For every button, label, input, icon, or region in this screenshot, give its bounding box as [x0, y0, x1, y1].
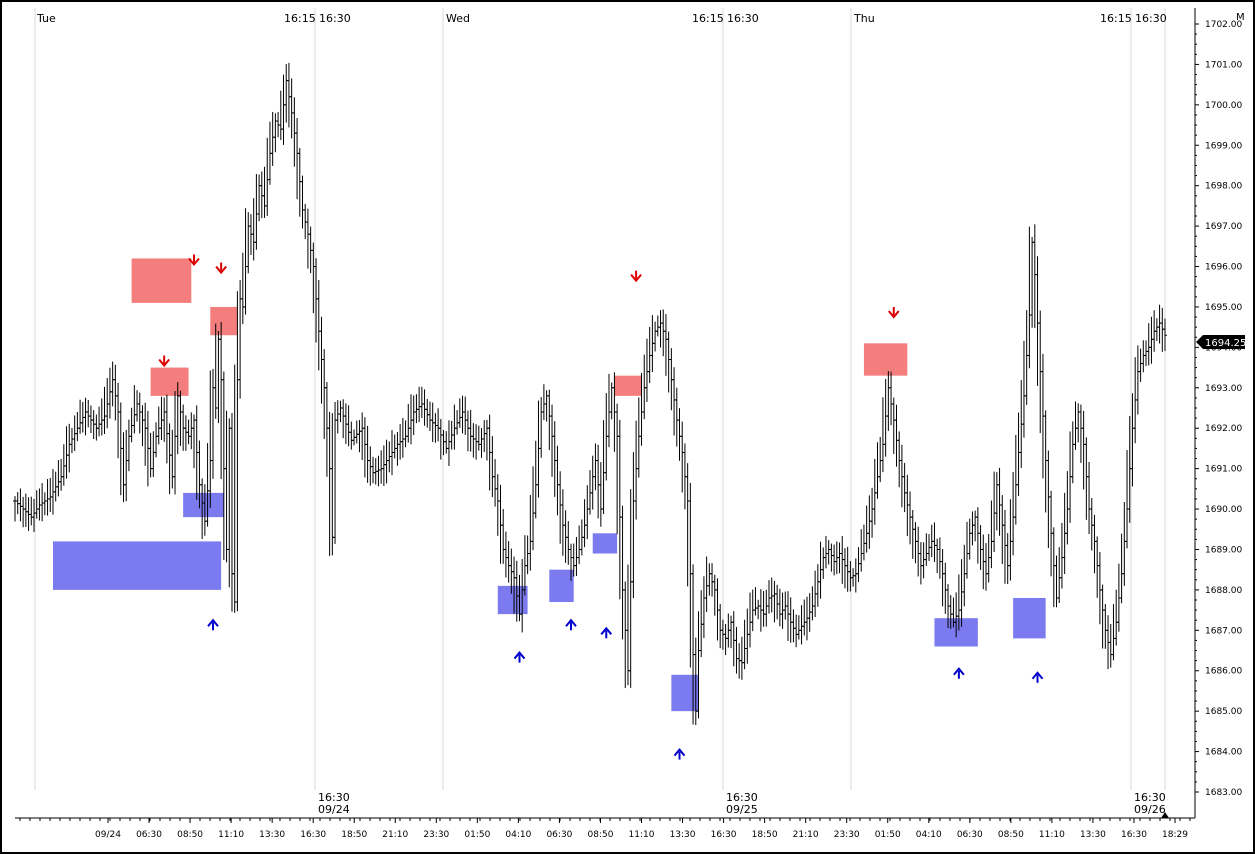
top-labels: Tue Wed Thu 16:15 16:30 16:15 16:30 16:1…	[36, 12, 1167, 25]
up-arrow-icon	[1031, 671, 1044, 683]
scroll-marker-icon[interactable]	[1161, 812, 1169, 818]
corner-label[interactable]: M	[1236, 12, 1245, 23]
y-tick-label: 1687.00	[1205, 626, 1242, 636]
x-tick-label: 08:50	[998, 830, 1024, 840]
y-tick-label: 1683.00	[1205, 788, 1242, 798]
x-tick-label: 18:50	[752, 830, 778, 840]
down-arrow-icon	[188, 254, 200, 267]
up-arrow-icon	[513, 651, 526, 663]
zone-layer	[52, 258, 1046, 712]
resistance-zone	[863, 343, 908, 376]
x-tick-label: 11:10	[218, 830, 244, 840]
day-label-wed: Wed	[446, 12, 470, 25]
x-tick-label: 23:30	[423, 830, 449, 840]
y-tick-label: 1697.00	[1205, 222, 1242, 232]
y-tick-label: 1695.00	[1205, 303, 1242, 313]
y-tick-label: 1686.00	[1205, 667, 1242, 677]
x-tick-label: 08:50	[177, 830, 203, 840]
support-zone	[1013, 597, 1046, 639]
session-gridlines	[34, 8, 1166, 790]
x-tick-label: 04:10	[916, 830, 942, 840]
x-tick-label: 16:30	[1121, 830, 1147, 840]
support-zone	[592, 533, 618, 554]
current-price-tag: 1694.25	[1196, 335, 1246, 349]
current-price-value: 1694.25	[1205, 338, 1246, 349]
up-arrow-icon	[673, 748, 686, 760]
time-axis[interactable]: 09/24 06:30 08:50 11:10 13:30 16:30 18:50 21:10…	[15, 817, 1195, 840]
support-zone	[52, 541, 222, 590]
y-tick-label: 1690.00	[1205, 505, 1242, 515]
x-tick-label: 08:50	[587, 830, 613, 840]
y-tick-label: 1696.00	[1205, 263, 1242, 273]
session-mark-time: 16:30	[726, 791, 758, 804]
y-tick-label: 1701.00	[1205, 60, 1242, 70]
day-label-thu: Thu	[853, 12, 875, 25]
up-arrow-icon	[207, 618, 219, 631]
session-start-label: 16:30	[1135, 12, 1167, 25]
session-start-label: 16:30	[727, 12, 759, 25]
resistance-zone	[131, 258, 192, 303]
down-arrow-icon	[630, 270, 642, 283]
x-tick-label: 13:30	[670, 830, 696, 840]
session-start-label: 16:30	[319, 12, 351, 25]
resistance-zone	[614, 375, 642, 396]
x-tick-label: 04:10	[505, 830, 531, 840]
down-arrow-icon	[158, 355, 170, 368]
session-mark-date: 09/24	[318, 803, 350, 816]
support-zone	[549, 569, 574, 603]
price-bar	[1163, 318, 1167, 351]
session-end-label: 16:15	[284, 12, 316, 25]
y-tick-label: 1691.00	[1205, 465, 1242, 475]
resistance-zone	[150, 367, 189, 396]
x-tick-label: 09/24	[95, 830, 121, 840]
x-tick-label: 01:50	[875, 830, 901, 840]
y-tick-label: 1689.00	[1205, 545, 1242, 555]
x-tick-label: 13:30	[1080, 830, 1106, 840]
y-tick-label: 1685.00	[1205, 707, 1242, 717]
down-arrow-icon	[215, 262, 227, 275]
x-tick-label: 16:30	[300, 830, 326, 840]
session-end-label: 16:15	[692, 12, 724, 25]
up-arrow-icon	[953, 667, 965, 679]
price-bars-layer	[13, 62, 1167, 726]
y-tick-label: 1684.00	[1205, 748, 1242, 758]
x-tick-label: 06:30	[957, 830, 983, 840]
y-tick-label: 1698.00	[1205, 182, 1242, 192]
x-tick-label: 11:10	[629, 830, 655, 840]
day-label-tue: Tue	[36, 12, 56, 25]
session-mark-time: 16:30	[318, 791, 350, 804]
x-tick-label: 01:50	[464, 830, 490, 840]
x-tick-label: 23:30	[834, 830, 860, 840]
x-tick-label: 16:30	[711, 830, 737, 840]
up-arrow-icon	[565, 618, 577, 631]
y-tick-label: 1700.00	[1205, 101, 1242, 111]
support-zone	[183, 492, 224, 518]
x-tick-label: 06:30	[136, 830, 162, 840]
resistance-zone	[210, 306, 238, 336]
y-tick-label: 1693.00	[1205, 384, 1242, 394]
down-arrow-icon	[888, 307, 900, 319]
signal-layer	[158, 254, 1044, 760]
session-mark-date: 09/26	[1134, 803, 1166, 816]
y-tick-label: 1688.00	[1205, 586, 1242, 596]
session-mark-time: 16:30	[1134, 791, 1166, 804]
x-tick-label: 18:29	[1162, 830, 1188, 840]
x-tick-label: 18:50	[341, 830, 367, 840]
x-tick-label: 13:30	[259, 830, 285, 840]
y-tick-label: 1692.00	[1205, 424, 1242, 434]
y-tick-label: 1702.00	[1205, 20, 1242, 30]
x-tick-label: 11:10	[1039, 830, 1065, 840]
x-tick-label: 06:30	[546, 830, 572, 840]
x-tick-label: 21:10	[793, 830, 819, 840]
session-end-label: 16:15	[1100, 12, 1132, 25]
session-mark-date: 09/25	[726, 803, 758, 816]
y-tick-label: 1699.00	[1205, 141, 1242, 151]
x-tick-label: 21:10	[382, 830, 408, 840]
up-arrow-icon	[600, 626, 613, 639]
support-zone	[671, 674, 699, 712]
session-date-labels: 16:30 09/24 16:30 09/25 16:30 09/26	[318, 791, 1166, 816]
